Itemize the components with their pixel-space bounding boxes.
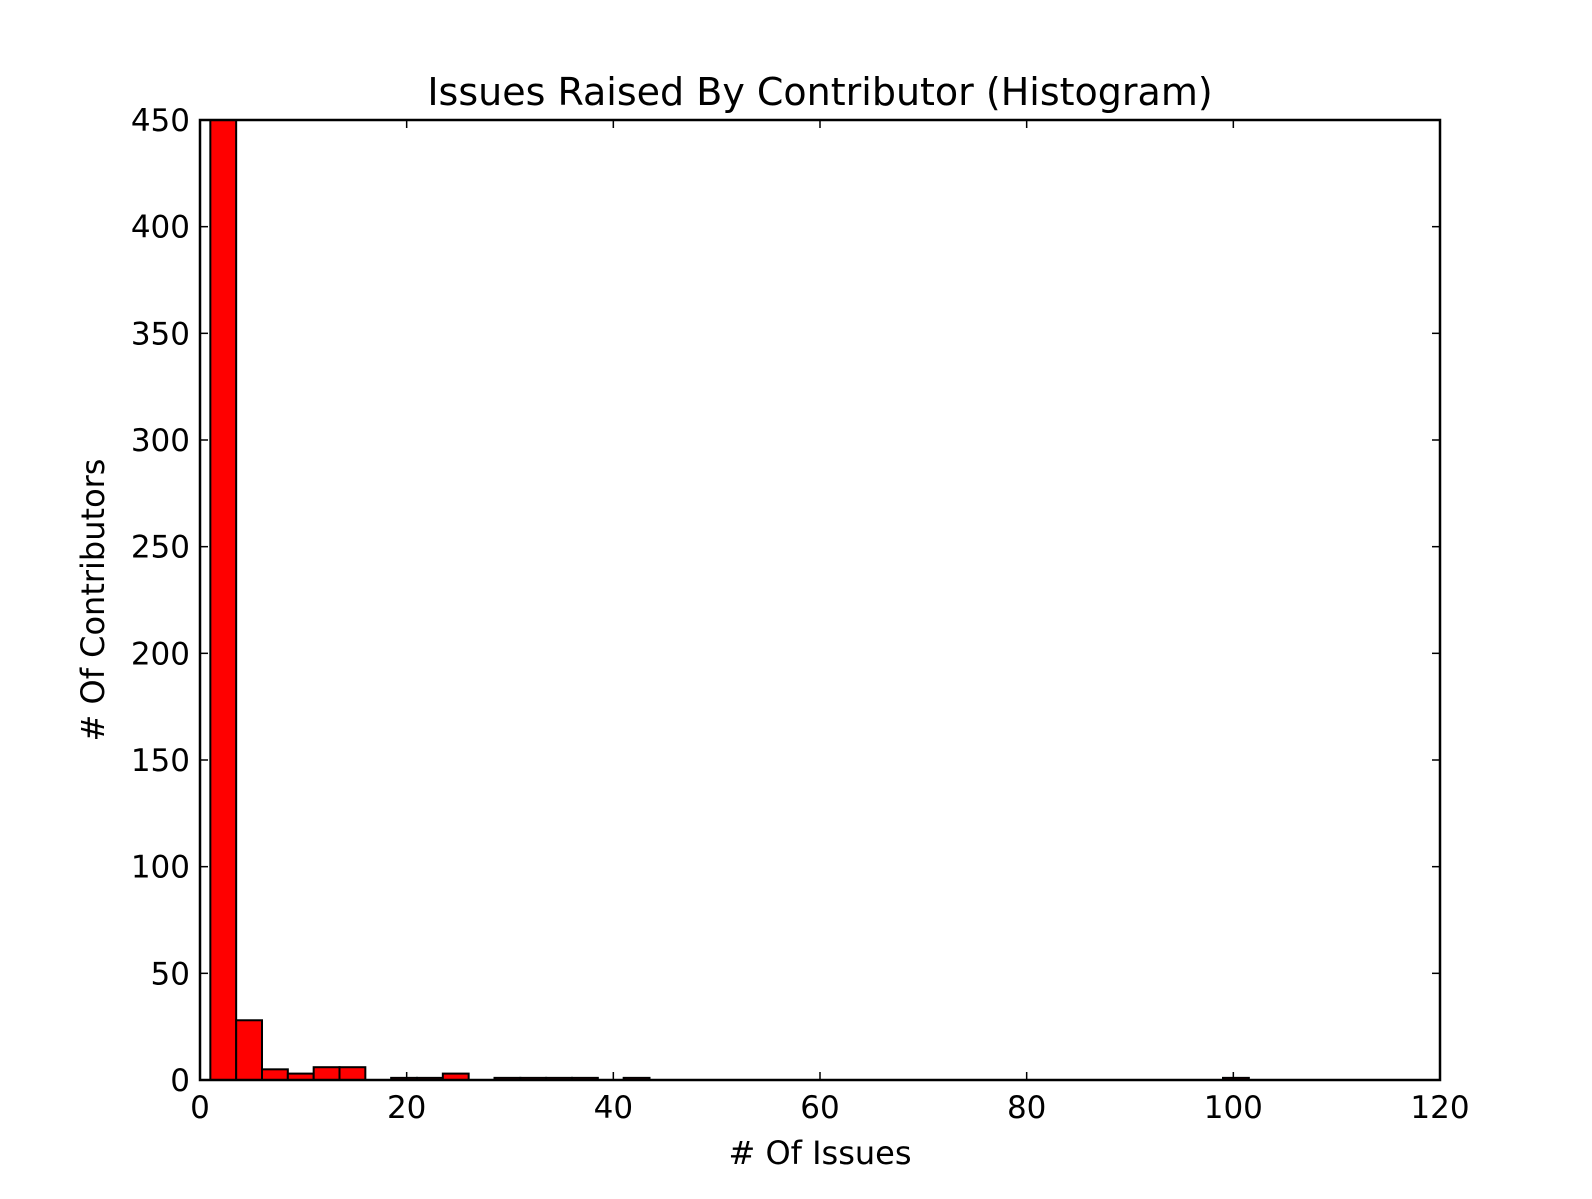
x-tick-label-6: 120 bbox=[1410, 1090, 1469, 1126]
y-tick-label-3: 150 bbox=[131, 743, 190, 779]
histogram-bar-0 bbox=[209, 119, 238, 1081]
x-tick-label-2: 40 bbox=[594, 1090, 633, 1126]
y-tick-label-8: 400 bbox=[131, 210, 190, 246]
y-tick-label-9: 450 bbox=[131, 103, 190, 139]
y-axis-label: # Of Contributors bbox=[74, 459, 112, 742]
y-tick-label-1: 50 bbox=[151, 956, 190, 992]
x-tick-label-5: 100 bbox=[1204, 1090, 1263, 1126]
x-tick-label-3: 60 bbox=[800, 1090, 839, 1126]
x-tick-label-1: 20 bbox=[387, 1090, 426, 1126]
ticks-layer: 0 20 40 60 80 100 120 0 50 100 150 200 250 300 350 400 4… bbox=[131, 103, 1470, 1126]
histogram-bar-4 bbox=[312, 1066, 341, 1081]
histogram-bar-5 bbox=[338, 1066, 367, 1081]
x-tick-label-4: 80 bbox=[1007, 1090, 1046, 1126]
histogram-bar-1 bbox=[235, 1019, 264, 1081]
y-tick-label-6: 300 bbox=[131, 423, 190, 459]
y-tick-label-0: 0 bbox=[170, 1063, 190, 1099]
y-tick-label-2: 100 bbox=[131, 850, 190, 886]
x-tick-label-0: 0 bbox=[190, 1090, 210, 1126]
y-tick-label-5: 250 bbox=[131, 530, 190, 566]
chart-title: Issues Raised By Contributor (Histogram) bbox=[427, 70, 1212, 114]
y-tick-label-4: 200 bbox=[131, 636, 190, 672]
x-axis-label: # Of Issues bbox=[728, 1134, 911, 1172]
y-tick-label-7: 350 bbox=[131, 316, 190, 352]
axes-frame bbox=[198, 118, 1442, 1082]
histogram-bar-2 bbox=[261, 1068, 289, 1082]
